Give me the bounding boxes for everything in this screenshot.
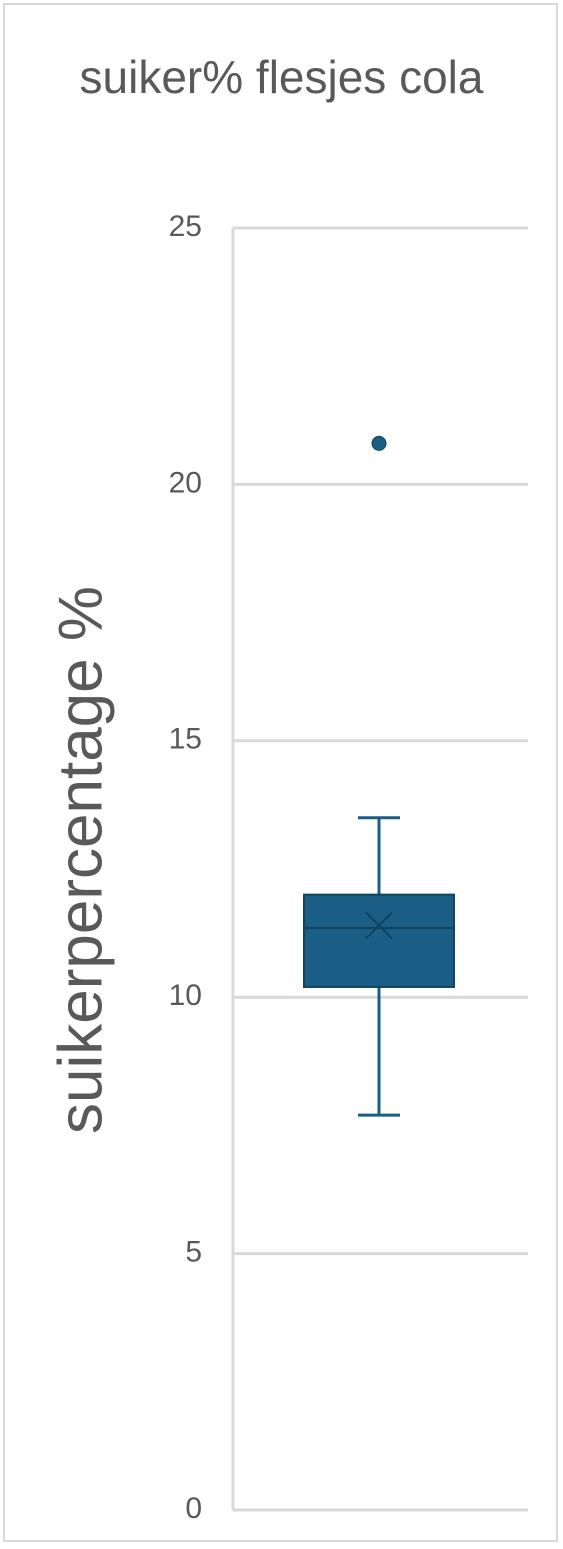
outlier bbox=[371, 435, 387, 451]
y-tick-label: 0 bbox=[185, 1492, 202, 1525]
y-tick-label: 25 bbox=[169, 210, 202, 243]
mean-marker bbox=[365, 911, 393, 940]
y-tick-label: 10 bbox=[169, 979, 202, 1012]
y-tick-label: 15 bbox=[169, 723, 202, 756]
chart-title: suiker% flesjes cola bbox=[79, 51, 484, 103]
chart-border bbox=[3, 3, 558, 1542]
y-axis-label: suikerpercentage % bbox=[46, 586, 115, 1134]
y-tick-label: 5 bbox=[185, 1236, 202, 1269]
y-tick-label: 20 bbox=[169, 466, 202, 499]
box bbox=[303, 893, 455, 988]
